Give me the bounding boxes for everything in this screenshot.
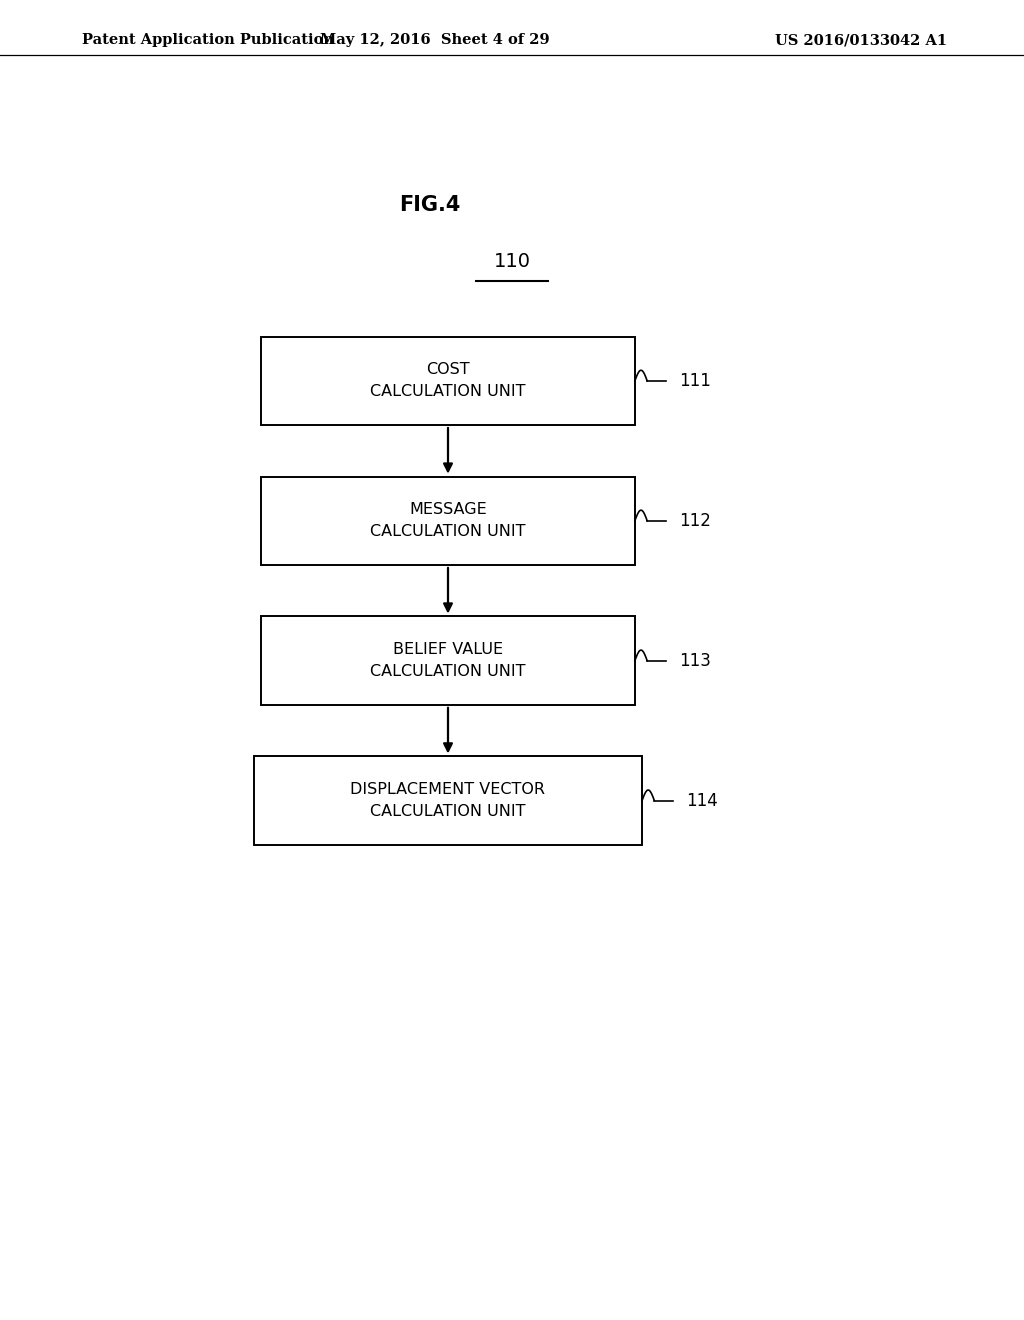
- Text: 111: 111: [679, 372, 711, 389]
- Text: 112: 112: [679, 512, 711, 529]
- Bar: [261, 477, 635, 565]
- Bar: [254, 756, 642, 845]
- Text: COST
CALCULATION UNIT: COST CALCULATION UNIT: [371, 362, 525, 400]
- Text: FIG.4: FIG.4: [399, 194, 461, 215]
- Bar: [261, 616, 635, 705]
- Text: MESSAGE
CALCULATION UNIT: MESSAGE CALCULATION UNIT: [371, 502, 525, 540]
- Text: 113: 113: [679, 652, 711, 669]
- Text: 110: 110: [494, 252, 530, 271]
- Text: US 2016/0133042 A1: US 2016/0133042 A1: [775, 33, 947, 48]
- Text: DISPLACEMENT VECTOR
CALCULATION UNIT: DISPLACEMENT VECTOR CALCULATION UNIT: [350, 781, 546, 820]
- Text: BELIEF VALUE
CALCULATION UNIT: BELIEF VALUE CALCULATION UNIT: [371, 642, 525, 680]
- Text: May 12, 2016  Sheet 4 of 29: May 12, 2016 Sheet 4 of 29: [321, 33, 550, 48]
- Bar: [261, 337, 635, 425]
- Text: 114: 114: [686, 792, 718, 809]
- Text: Patent Application Publication: Patent Application Publication: [82, 33, 334, 48]
